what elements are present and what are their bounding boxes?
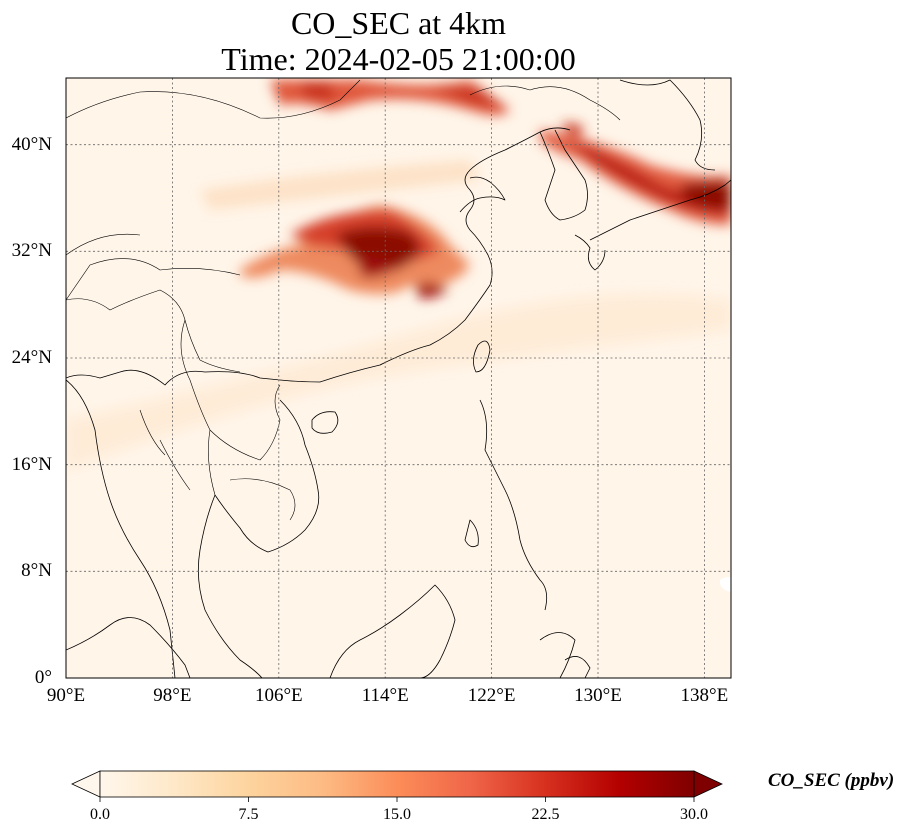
colorbar-body [99,770,695,798]
lon-tick-label: 98°E [153,685,192,706]
map-title-line1: CO_SEC at 4km [290,5,507,41]
lat-tick-label: 16°N [11,453,52,475]
colorbar-extend-min [71,770,101,798]
lon-tick-label: 138°E [680,685,729,706]
coastlines [66,79,731,678]
colorbar-tick-label: 30.0 [680,806,708,823]
colorbar-tick-label: 15.0 [383,806,411,823]
lat-tick-label: 0° [34,667,52,688]
colorbar-tick-label: 22.5 [531,806,560,823]
lat-tick-label: 40°N [11,133,52,155]
lat-tick-label: 8°N [21,560,52,582]
map-title-line2: Time: 2024-02-05 21:00:00 [221,41,576,77]
lat-tick-label: 32°N [11,240,52,262]
colorbar-tick-label: 0.0 [90,806,110,823]
gridlines [66,78,731,678]
lat-tick-label: 24°N [11,347,52,368]
colorbar-label: CO_SEC (ppbv) [768,770,895,791]
colorbar-tick-label: 7.5 [238,806,259,823]
lon-tick-label: 90°E [46,685,86,706]
colorbar-extend-max [693,770,723,798]
co-plumes [66,80,731,470]
lon-tick-label: 114°E [361,685,409,706]
lon-tick-label: 122°E [467,685,516,706]
no-data-patch [720,576,731,592]
country-borders [66,79,621,521]
lon-tick-label: 130°E [574,685,622,706]
lon-tick-label: 106°E [254,685,303,706]
map-frame [65,77,732,679]
